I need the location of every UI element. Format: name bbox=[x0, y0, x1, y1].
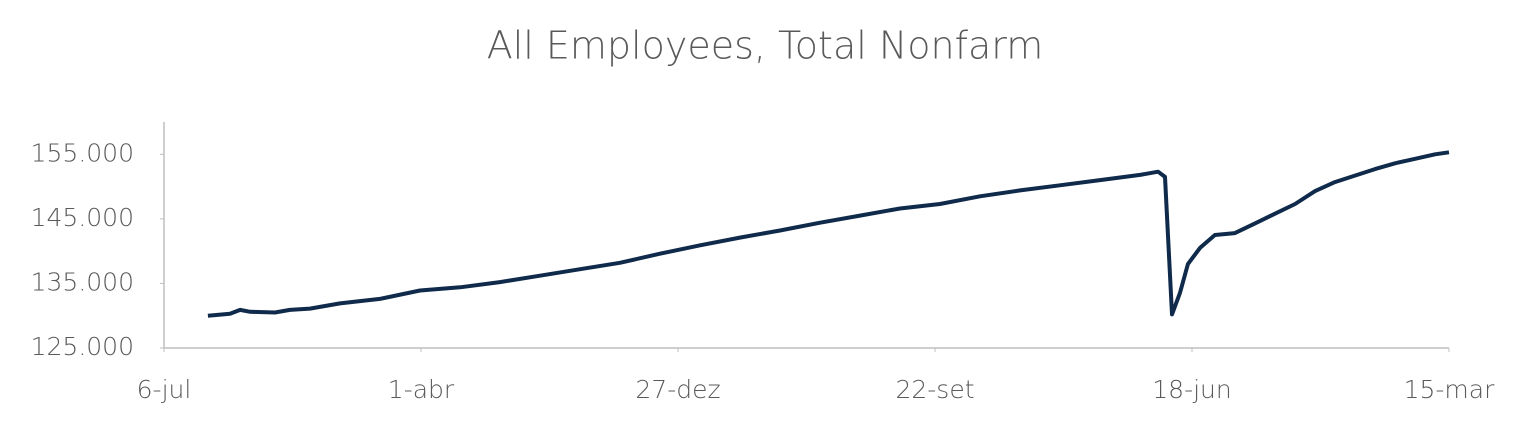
y-tick-label: 155.000 bbox=[31, 138, 134, 167]
y-tick-label: 125.000 bbox=[31, 332, 134, 361]
x-tick-label: 1-abr bbox=[388, 375, 455, 404]
x-tick-label: 22-set bbox=[895, 375, 974, 404]
x-tick-label: 18-jun bbox=[1152, 375, 1231, 404]
y-tick-label: 135.000 bbox=[31, 267, 134, 296]
y-tick-label: 145.000 bbox=[31, 203, 134, 232]
series-line bbox=[207, 150, 1450, 318]
x-tick-label: 27-dez bbox=[635, 375, 720, 404]
x-tick-label: 15-mar bbox=[1404, 375, 1496, 404]
chart-title: All Employees, Total Nonfarm bbox=[487, 24, 1044, 68]
x-tick-label: 6-jul bbox=[137, 375, 192, 404]
